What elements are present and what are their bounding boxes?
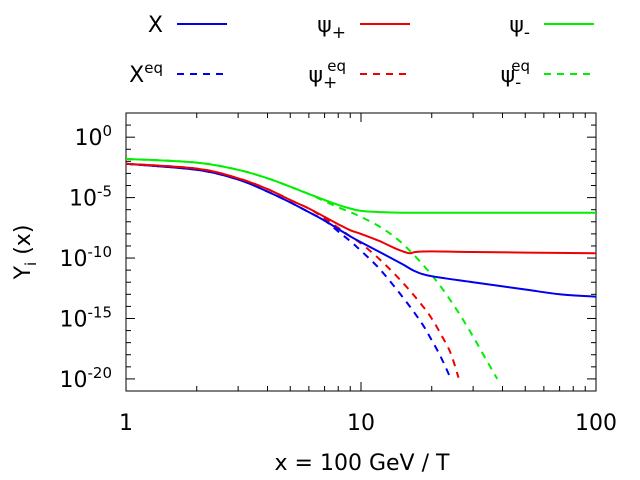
- legend-label-base: ψ: [509, 13, 524, 38]
- x-tick-label: 10: [347, 411, 375, 436]
- y-tick-label: 10-10: [60, 243, 113, 272]
- y-tick-base: 10: [74, 126, 102, 151]
- legend-label-sub: +: [332, 23, 346, 43]
- legend-label-X: X: [148, 13, 163, 38]
- x-tick-label: 100: [575, 411, 617, 436]
- legend-label-sup: eq: [511, 57, 530, 75]
- y-tick-label: 100: [74, 122, 112, 151]
- legend-label-Xeq: Xeq: [129, 59, 163, 88]
- legend-label-base: ψ: [501, 63, 516, 88]
- y-tick-exponent: 0: [102, 122, 112, 140]
- series-line-psi_minus_eq: [126, 157, 499, 380]
- y-tick-base: 10: [69, 187, 97, 212]
- series-line-psi_plus_eq: [126, 162, 460, 378]
- series-line-X: [126, 162, 596, 298]
- legend-label-sub: +: [323, 73, 337, 93]
- series-line-psi_plus: [126, 162, 596, 255]
- y-tick-base: 10: [60, 247, 88, 272]
- y-tick-label: 10-15: [60, 303, 113, 332]
- y-axis-label-sub: i: [22, 262, 40, 266]
- y-axis-label: Yi (x): [11, 225, 40, 281]
- series-line-Xeq: [126, 162, 452, 379]
- legend-label-sup: eq: [327, 57, 346, 75]
- y-axis-label-main: Y: [11, 265, 36, 280]
- axis-ticks: [125, 112, 596, 392]
- legend-label-base: X: [148, 13, 163, 38]
- legend-label-psi_plus_eq: ψ+eq: [308, 57, 346, 93]
- y-tick-exponent: -5: [97, 183, 112, 201]
- y-axis-label-rest: (x): [11, 225, 36, 262]
- legend-label-base: ψ: [317, 13, 332, 38]
- series-line-psi_minus: [126, 157, 596, 214]
- series-group: [126, 157, 596, 380]
- legend-label-base: ψ: [308, 63, 323, 88]
- legend-label-sub: -: [515, 73, 521, 93]
- legend-label-psi_minus: ψ-: [509, 13, 530, 43]
- legend-label-psi_minus_eq: ψ-eq: [501, 57, 530, 93]
- x-axis-label: x = 100 GeV / T: [275, 451, 450, 476]
- legend-label-sup: eq: [144, 59, 163, 77]
- legend-label-sub: -: [524, 23, 530, 43]
- y-tick-base: 10: [60, 307, 88, 332]
- legend-label-psi_plus: ψ+: [317, 13, 346, 43]
- y-tick-base: 10: [60, 368, 88, 393]
- y-tick-exponent: -10: [88, 243, 113, 261]
- x-tick-label: 1: [119, 411, 133, 436]
- y-tick-exponent: -20: [88, 364, 113, 382]
- legend-label-base: X: [129, 63, 144, 88]
- y-tick-label: 10-20: [60, 364, 113, 393]
- y-tick-label: 10-5: [69, 183, 112, 212]
- y-tick-exponent: -15: [88, 303, 113, 321]
